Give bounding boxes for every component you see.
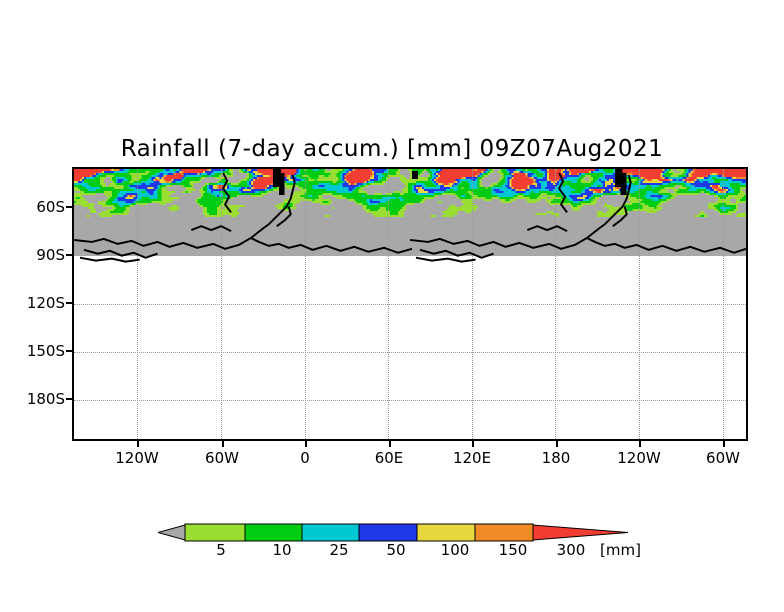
ytick-label-180s: 180S (26, 390, 65, 408)
xtick-mark (389, 441, 391, 447)
ytick-mark (66, 254, 73, 256)
colorbar (158, 523, 628, 542)
colorbar-segment-below-5 (158, 524, 186, 541)
ytick-label-60s: 60S (36, 198, 65, 216)
colorbar-tick-100: 100 (440, 541, 470, 559)
xtick-label-180: 180 (541, 449, 571, 467)
ytick-label-150s: 150S (26, 342, 65, 360)
colorbar-segment-above-300 (532, 524, 628, 541)
gridline-horizontal (74, 400, 746, 401)
colorbar-segment-10-25 (244, 523, 303, 542)
map-plot-area (72, 167, 748, 441)
xtick-label-120w-left: 120W (115, 449, 159, 467)
colorbar-segment-150-300 (474, 523, 534, 542)
xtick-label-60w-right: 60W (706, 449, 740, 467)
xtick-mark (305, 441, 307, 447)
xtick-mark (639, 441, 641, 447)
colorbar-tick-10: 10 (272, 541, 292, 559)
ytick-mark (66, 206, 73, 208)
gridline-horizontal (74, 352, 746, 353)
xtick-mark (723, 441, 725, 447)
xtick-label-120w-right: 120W (617, 449, 661, 467)
colorbar-segment-100-150 (416, 523, 476, 542)
xtick-label-60w-left: 60W (205, 449, 239, 467)
xtick-mark (556, 441, 558, 447)
ytick-mark (66, 302, 73, 304)
rainfall-raster (74, 169, 746, 217)
xtick-label-120e: 120E (452, 449, 492, 467)
xtick-mark (222, 441, 224, 447)
colorbar-tick-50: 50 (386, 541, 406, 559)
gridline-horizontal (74, 304, 746, 305)
colorbar-segment-50-100 (358, 523, 418, 542)
colorbar-tick-25: 25 (329, 541, 349, 559)
colorbar-tick-5: 5 (216, 541, 226, 559)
xtick-mark (137, 441, 139, 447)
colorbar-tick-150: 150 (498, 541, 528, 559)
ytick-label-120s: 120S (26, 294, 65, 312)
colorbar-unit-label: [mm] (600, 541, 641, 559)
xtick-mark (472, 441, 474, 447)
colorbar-segment-5-10 (184, 523, 246, 542)
colorbar-tick-300: 300 (556, 541, 586, 559)
ytick-label-90s: 90S (36, 246, 65, 264)
xtick-label-0: 0 (300, 449, 310, 467)
ytick-mark (66, 350, 73, 352)
colorbar-segment-25-50 (301, 523, 360, 542)
ytick-mark (66, 398, 73, 400)
xtick-label-60e: 60E (374, 449, 404, 467)
page-title: Rainfall (7-day accum.) [mm] 09Z07Aug202… (120, 136, 664, 162)
